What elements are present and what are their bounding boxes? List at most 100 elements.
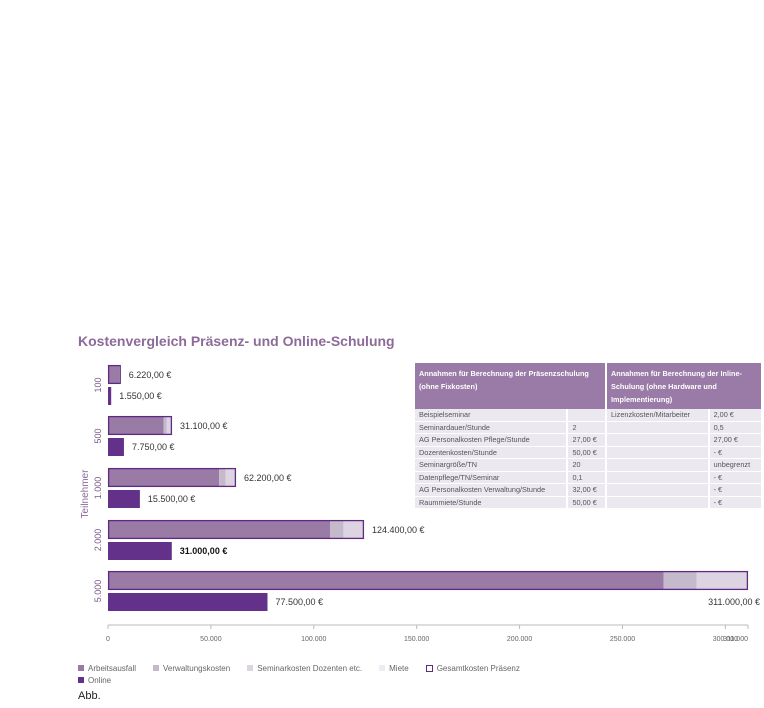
- assumptions-row: Beispielseminar Lizenzkosten/Mitarbeiter 2…: [415, 409, 761, 422]
- assumptions-cell: Datenpflege/TN/Seminar: [415, 471, 567, 484]
- legend-item: Gesamtkosten Präsenz: [425, 663, 520, 673]
- category-label: 5.000: [93, 580, 103, 603]
- assumptions-cell: 27,00 €: [709, 434, 761, 447]
- assumptions-cell: 0,1: [568, 471, 605, 484]
- legend-swatch: [425, 664, 433, 672]
- assumptions-cell: [607, 434, 708, 447]
- assumptions-cell: [607, 421, 708, 434]
- bar-segment: [166, 416, 172, 435]
- x-tick-label: 100.000: [301, 636, 326, 643]
- category-label: 1.000: [93, 477, 103, 500]
- header-online: Annahmen für Berechnung der Inline-Schul…: [607, 363, 761, 409]
- x-tick-label: 50.000: [200, 636, 222, 643]
- bar-segment: [343, 520, 364, 539]
- bar-segment: [663, 571, 697, 590]
- online-label: 31.000,00 €: [180, 546, 228, 556]
- legend-label: Seminarkosten Dozenten etc.: [257, 663, 363, 673]
- category-label: 500: [93, 428, 103, 443]
- bar-segment: [330, 520, 344, 539]
- assumptions-cell: [607, 496, 708, 509]
- y-axis-title: Teilnehmer: [80, 469, 91, 519]
- assumptions-cell: [607, 459, 708, 472]
- legend-item: Miete: [379, 664, 409, 673]
- assumptions-cell: - €: [709, 471, 761, 484]
- assumptions-row: Seminargröße/TN 20 unbegrenzt: [415, 459, 761, 472]
- assumptions-cell: 32,00 €: [568, 484, 605, 497]
- assumptions-cell: 0,5: [709, 421, 761, 434]
- assumptions-cell: 27,00 €: [568, 434, 605, 447]
- bar-segment: [108, 520, 331, 539]
- bar-segment: [219, 468, 226, 487]
- bar-online: [108, 593, 268, 611]
- legend-swatch: [78, 665, 84, 671]
- bar-total-outline: [107, 415, 173, 436]
- legend-item: Online: [78, 676, 111, 685]
- assumptions-header-row: Annahmen für Berechnung der Präsenzschul…: [415, 363, 761, 409]
- bar-total-outline: [107, 570, 749, 591]
- online-label: 15.500,00 €: [148, 494, 196, 504]
- assumptions-cell: [607, 484, 708, 497]
- assumptions-cell: Seminargröße/TN: [415, 459, 567, 472]
- assumptions-row: Raummiete/Stunde 50,00 € - €: [415, 496, 761, 509]
- assumptions-row: AG Personalkosten Verwaltung/Stunde 32,00…: [415, 484, 761, 497]
- bar-segment: [696, 571, 748, 590]
- assumptions-row: Datenpflege/TN/Seminar 0,1 - €: [415, 471, 761, 484]
- bar-segment: [108, 468, 220, 487]
- bar-segment: [119, 365, 120, 384]
- legend-label: Gesamtkosten Präsenz: [436, 663, 520, 673]
- assumptions-cell: 50,00 €: [568, 446, 605, 459]
- legend-label: Miete: [389, 663, 409, 673]
- assumptions-cell: Lizenzkosten/Mitarbeiter: [607, 409, 708, 422]
- total-label: 31.100,00 €: [180, 421, 228, 431]
- total-label: 6.220,00 €: [129, 370, 172, 380]
- legend-item: Arbeitsausfall: [78, 664, 136, 673]
- assumptions-cell: unbegrenzt: [709, 459, 761, 472]
- assumptions-cell: [607, 471, 708, 484]
- assumptions-cell: 50,00 €: [568, 496, 605, 509]
- chart-title: Kostenvergleich Präsenz- und Online-Schu…: [78, 333, 395, 349]
- bar-segment: [163, 416, 167, 435]
- x-tick-label: 200.000: [507, 636, 532, 643]
- legend-swatch: [247, 665, 254, 671]
- online-label: 7.750,00 €: [132, 442, 175, 452]
- assumptions-cell: Beispielseminar: [415, 409, 567, 422]
- legend-label: Verwaltungskosten: [163, 663, 231, 673]
- assumptions-row: AG Personalkosten Pflege/Stunde 27,00 €27…: [415, 434, 761, 447]
- bar-total-outline: [107, 519, 365, 540]
- assumptions-cell: [568, 409, 605, 422]
- bar-segment: [225, 468, 236, 487]
- assumptions-cell: AG Personalkosten Pflege/Stunde: [415, 434, 567, 447]
- assumptions-cell: Seminardauer/Stunde: [415, 421, 567, 434]
- legend-label: Online: [88, 675, 112, 685]
- bar-online: [108, 387, 112, 405]
- total-label: 62.200,00 €: [244, 473, 292, 483]
- bar-segment: [108, 571, 664, 590]
- legend-item: Verwaltungskosten: [153, 664, 230, 673]
- bar-online: [108, 542, 172, 560]
- assumptions-cell: - €: [709, 496, 761, 509]
- bar-segment: [108, 416, 164, 435]
- online-label: 77.500,00 €: [275, 597, 323, 607]
- assumptions-row: Seminardauer/Stunde 2 0,5: [415, 421, 761, 434]
- total-label: 124.400,00 €: [372, 525, 425, 535]
- category-label: 100: [93, 377, 103, 392]
- category-label: 2.000: [93, 529, 103, 552]
- bar-segment: [108, 365, 120, 384]
- bar-total-outline: [107, 467, 237, 488]
- assumptions-cell: 20: [568, 459, 605, 472]
- bar-online: [108, 490, 140, 508]
- assumptions-cell: Dozentenkosten/Stunde: [415, 446, 567, 459]
- x-tick-label: 311.000: [723, 636, 748, 643]
- bar-total-outline: [107, 364, 121, 385]
- legend-swatch: [379, 665, 386, 671]
- x-tick-label: 250.000: [610, 636, 635, 643]
- online-label: 1.550,00 €: [119, 391, 162, 401]
- assumptions-cell: - €: [709, 446, 761, 459]
- bar-online: [108, 438, 124, 456]
- assumptions-cell: 2,00 €: [709, 409, 761, 422]
- legend: Arbeitsausfall Verwaltungskosten Seminarko…: [78, 662, 537, 686]
- assumptions-cell: [607, 446, 708, 459]
- legend-swatch: [78, 677, 84, 683]
- x-tick-label: 300.000: [713, 636, 738, 643]
- legend-label: Arbeitsausfall: [88, 663, 137, 673]
